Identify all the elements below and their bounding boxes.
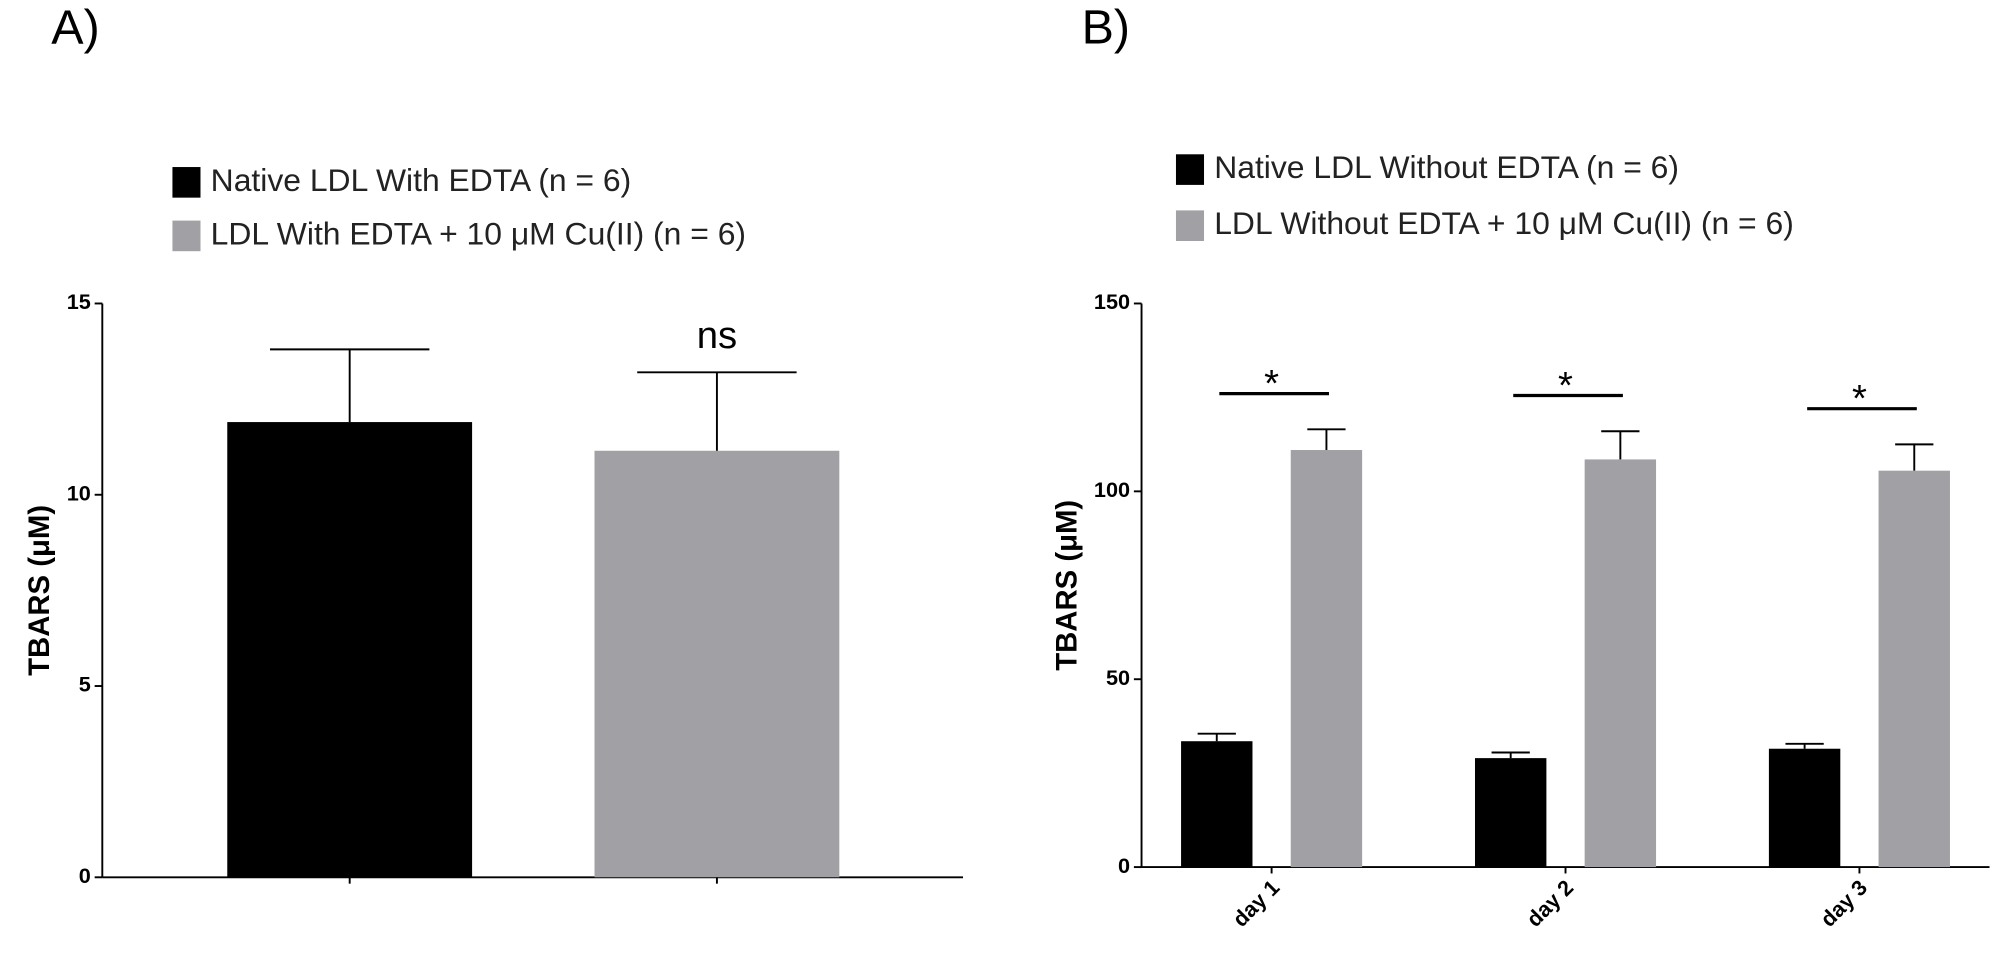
- error-bar: [1785, 742, 1824, 749]
- bar: [1878, 470, 1950, 868]
- y-tick-label: 0: [1118, 853, 1130, 878]
- panel-label: A): [51, 0, 99, 54]
- y-tick-label: 0: [79, 863, 91, 888]
- error-bar: [269, 348, 430, 423]
- y-tick-label: 150: [1094, 289, 1130, 314]
- bar: [1290, 450, 1363, 868]
- y-tick-label: 10: [67, 480, 91, 505]
- x-tick-label: day 1: [1227, 875, 1284, 932]
- panel-label: B): [1082, 0, 1130, 54]
- annotation: *: [1852, 377, 1867, 420]
- legend-label: LDL Without EDTA + 10 μM Cu(II) (n = 6): [1214, 205, 1794, 241]
- bar: [227, 422, 473, 878]
- annotation: *: [1264, 362, 1279, 405]
- annotation: *: [1558, 364, 1573, 407]
- legend-label: Native LDL With EDTA (n = 6): [211, 162, 632, 198]
- legend-swatch: [172, 220, 201, 252]
- annotation: ns: [697, 314, 737, 357]
- legend-swatch: [172, 167, 201, 198]
- y-tick-label: 100: [1094, 477, 1130, 502]
- bar: [1768, 748, 1841, 868]
- x-tick-label: day 2: [1521, 875, 1578, 932]
- bar: [1584, 459, 1657, 868]
- legend-label: Native LDL Without EDTA (n = 6): [1214, 149, 1679, 185]
- error-bar: [637, 371, 797, 451]
- bar: [594, 450, 840, 878]
- error-bar: [1307, 428, 1346, 451]
- legend-swatch: [1175, 210, 1205, 241]
- y-axis-label: TBARS (μM): [23, 505, 56, 676]
- error-bar: [1491, 751, 1530, 759]
- error-bar: [1601, 430, 1640, 460]
- error-bar: [1895, 443, 1934, 471]
- y-axis-label: TBARS (μM): [1051, 500, 1084, 671]
- bar: [1181, 741, 1253, 868]
- x-tick-label: day 3: [1815, 875, 1872, 932]
- error-bar: [1197, 732, 1236, 742]
- legend-swatch: [1175, 154, 1205, 185]
- y-tick-label: 5: [79, 672, 91, 697]
- y-tick-label: 15: [67, 289, 91, 314]
- y-tick-label: 50: [1106, 665, 1130, 690]
- legend-label: LDL With EDTA + 10 μM Cu(II) (n = 6): [211, 215, 746, 251]
- bar: [1474, 758, 1547, 868]
